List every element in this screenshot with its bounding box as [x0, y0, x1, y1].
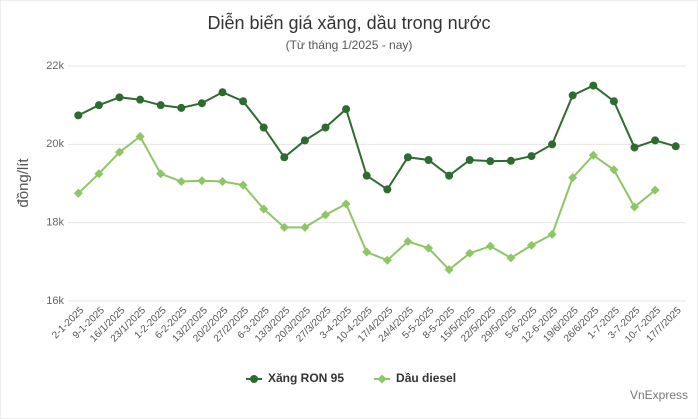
point	[588, 150, 598, 160]
point	[218, 177, 227, 187]
y-axis-label: đồng/lít	[15, 158, 32, 208]
point	[94, 169, 104, 179]
legend-marker	[250, 375, 258, 383]
point	[321, 123, 330, 132]
point	[403, 236, 413, 246]
point	[73, 188, 83, 198]
point	[630, 143, 639, 152]
point	[527, 152, 536, 161]
y-tick-label: 22k	[46, 60, 64, 72]
point	[259, 204, 269, 214]
chart-subtitle: (Từ tháng 1/2025 - nay)	[286, 38, 413, 52]
point	[506, 253, 516, 263]
point	[485, 241, 495, 251]
point	[444, 265, 454, 275]
y-tick-label: 20k	[46, 138, 64, 150]
point	[568, 91, 577, 100]
chart-title: Diễn biến giá xăng, dầu trong nước	[207, 12, 490, 33]
point	[465, 156, 474, 164]
point	[300, 136, 309, 145]
point	[650, 185, 660, 195]
point	[115, 147, 124, 157]
point	[589, 81, 598, 90]
point	[238, 180, 248, 190]
point	[156, 101, 165, 110]
legend-label: Xăng RON 95	[268, 371, 344, 385]
point	[403, 153, 412, 162]
point	[341, 199, 351, 209]
point	[362, 247, 372, 257]
point	[197, 176, 207, 186]
point	[424, 156, 433, 164]
point	[280, 153, 289, 162]
point	[135, 132, 145, 141]
point	[527, 240, 536, 250]
point	[177, 103, 186, 112]
point	[197, 99, 206, 108]
point	[156, 169, 166, 179]
point	[300, 222, 310, 232]
point	[279, 222, 289, 232]
point	[630, 202, 639, 212]
point	[362, 171, 371, 180]
point	[382, 255, 392, 265]
point	[342, 105, 351, 114]
point	[74, 111, 83, 120]
legend-marker	[377, 374, 387, 384]
y-tick-label: 18k	[46, 217, 64, 229]
point	[136, 95, 145, 104]
y-tick-label: 16k	[46, 295, 64, 307]
point	[671, 142, 680, 151]
point	[465, 248, 475, 258]
point	[259, 123, 268, 132]
point	[424, 243, 433, 253]
point	[548, 140, 557, 149]
point	[506, 156, 515, 165]
source: VnExpress	[630, 388, 688, 402]
point	[547, 229, 557, 239]
point	[239, 97, 248, 106]
point	[176, 177, 186, 187]
point	[321, 210, 330, 220]
point	[651, 136, 660, 145]
point	[609, 97, 618, 106]
point	[115, 93, 124, 102]
point	[609, 165, 619, 175]
point	[218, 88, 227, 97]
point	[568, 173, 578, 183]
point	[486, 157, 495, 166]
point	[94, 101, 103, 110]
legend-label: Dầu diesel	[396, 371, 456, 385]
point	[383, 185, 392, 194]
point	[445, 171, 454, 180]
